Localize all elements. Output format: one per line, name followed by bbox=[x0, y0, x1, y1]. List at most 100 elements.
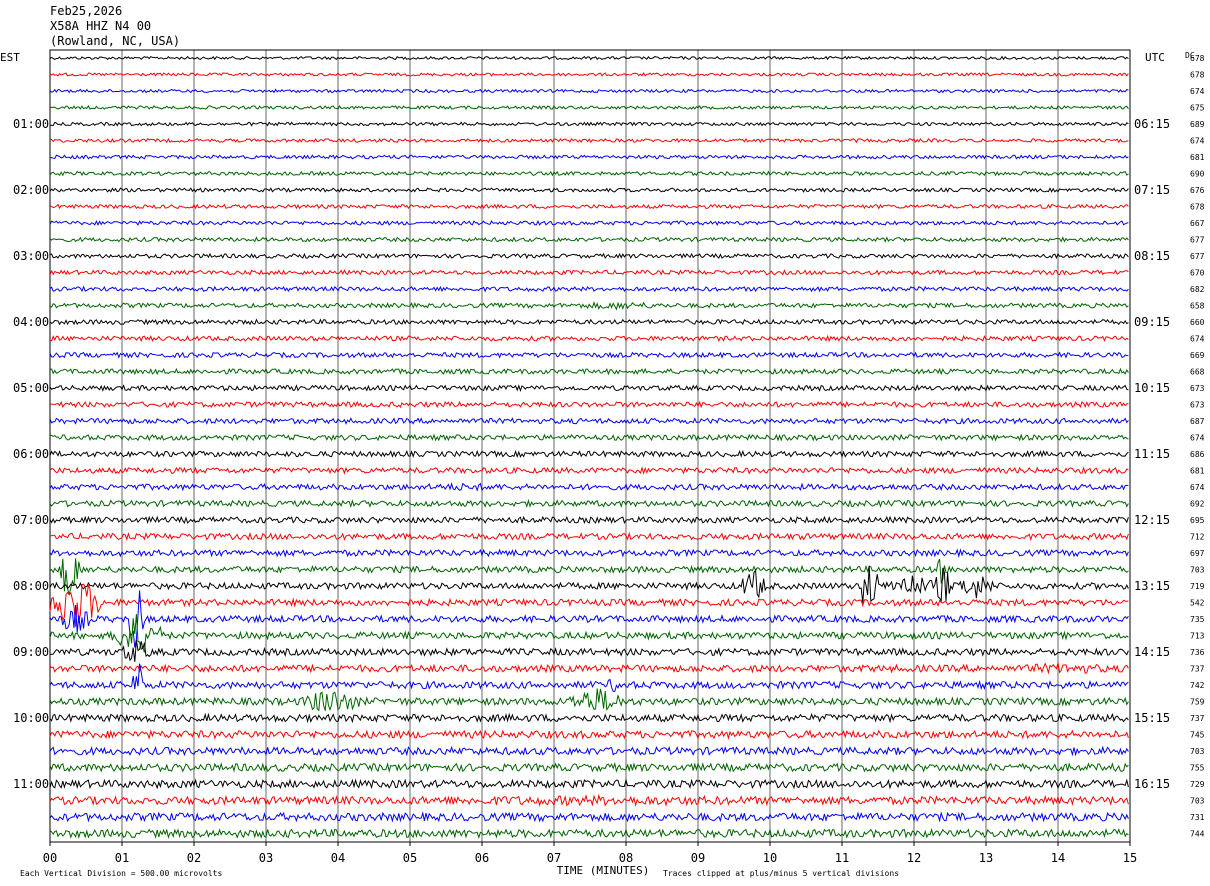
dc-offset-label: 667 bbox=[1190, 219, 1205, 228]
dc-offset-label: 677 bbox=[1190, 236, 1205, 245]
seismic-trace bbox=[49, 515, 1129, 525]
right-hour-label: 09:15 bbox=[1134, 315, 1170, 329]
dc-offset-label: 713 bbox=[1190, 632, 1205, 641]
seismic-trace bbox=[49, 72, 1129, 77]
right-hour-label: 14:15 bbox=[1134, 645, 1170, 659]
seismic-trace bbox=[49, 811, 1129, 823]
dc-offset-label: 687 bbox=[1190, 417, 1205, 426]
x-tick-label: 12 bbox=[907, 851, 921, 865]
seismic-trace bbox=[49, 269, 1129, 276]
dc-offset-label: 681 bbox=[1190, 153, 1205, 162]
left-hour-label: 06:00 bbox=[13, 447, 49, 461]
seismic-trace bbox=[49, 203, 1129, 210]
seismic-trace bbox=[49, 318, 1129, 326]
left-hour-label: 04:00 bbox=[13, 315, 49, 329]
dc-offset-label: 736 bbox=[1190, 648, 1205, 657]
seismic-trace bbox=[49, 583, 1129, 627]
dc-offset-label: 677 bbox=[1190, 252, 1205, 261]
seismic-trace bbox=[49, 433, 1129, 442]
seismic-trace bbox=[49, 565, 1129, 603]
seismic-trace bbox=[49, 614, 1129, 653]
seismic-trace bbox=[49, 662, 1129, 675]
right-hour-label: 07:15 bbox=[1134, 183, 1170, 197]
seismic-trace bbox=[49, 745, 1129, 757]
dc-offset-label: 703 bbox=[1190, 747, 1205, 756]
seismic-trace bbox=[49, 417, 1129, 425]
seismic-trace bbox=[49, 105, 1129, 111]
dc-offset-label: 737 bbox=[1190, 714, 1205, 723]
seismic-trace bbox=[49, 252, 1129, 260]
dc-offset-label: 690 bbox=[1190, 170, 1205, 179]
dc-offset-label: 759 bbox=[1190, 698, 1205, 707]
dc-offset-label: 712 bbox=[1190, 533, 1205, 542]
dc-column-label: DC bbox=[1185, 51, 1195, 60]
dc-offset-label: 719 bbox=[1190, 582, 1205, 591]
dc-offset-label: 697 bbox=[1190, 549, 1205, 558]
seismic-trace bbox=[49, 88, 1129, 94]
seismic-trace bbox=[49, 466, 1129, 475]
left-hour-label: 03:00 bbox=[13, 249, 49, 263]
dc-offset-label: 674 bbox=[1190, 434, 1205, 443]
dc-offset-label: 692 bbox=[1190, 500, 1205, 509]
x-tick-label: 06 bbox=[475, 851, 489, 865]
seismic-trace bbox=[49, 334, 1129, 343]
right-hour-label: 12:15 bbox=[1134, 513, 1170, 527]
right-hour-label: 11:15 bbox=[1134, 447, 1170, 461]
seismic-trace bbox=[49, 384, 1129, 393]
seismic-trace bbox=[49, 449, 1129, 459]
x-tick-label: 01 bbox=[115, 851, 129, 865]
seismic-trace bbox=[49, 154, 1129, 160]
seismic-trace bbox=[49, 236, 1129, 243]
plot-date: Feb25,2026 bbox=[50, 4, 123, 18]
dc-offset-label: 670 bbox=[1190, 269, 1205, 278]
seismic-trace bbox=[49, 640, 1129, 662]
clipping-note: Traces clipped at plus/minus 5 vertical … bbox=[663, 869, 899, 878]
seismic-trace bbox=[49, 688, 1129, 712]
x-tick-label: 05 bbox=[403, 851, 417, 865]
x-tick-label: 03 bbox=[259, 851, 273, 865]
dc-offset-label: 744 bbox=[1190, 830, 1205, 839]
seismic-trace bbox=[49, 351, 1129, 359]
right-hour-label: 10:15 bbox=[1134, 381, 1170, 395]
x-tick-label: 00 bbox=[43, 851, 57, 865]
seismic-trace bbox=[49, 285, 1129, 293]
plot-frame bbox=[49, 49, 1131, 843]
seismic-trace bbox=[49, 55, 1129, 61]
dc-offset-label: 542 bbox=[1190, 599, 1205, 608]
x-tick-label: 07 bbox=[547, 851, 561, 865]
seismic-trace bbox=[49, 121, 1129, 127]
dc-offset-label: 660 bbox=[1190, 318, 1205, 327]
x-axis-label: TIME (MINUTES) bbox=[557, 864, 650, 877]
dc-offset-label: 668 bbox=[1190, 368, 1205, 377]
dc-offset-label: 674 bbox=[1190, 335, 1205, 344]
dc-offset-label: 678 bbox=[1190, 71, 1205, 80]
seismic-trace bbox=[49, 498, 1129, 509]
seismic-trace bbox=[49, 590, 1129, 648]
seismic-trace bbox=[49, 548, 1129, 558]
dc-offset-label: 675 bbox=[1190, 104, 1205, 113]
x-tick-label: 09 bbox=[691, 851, 705, 865]
dc-offset-label: 658 bbox=[1190, 302, 1205, 311]
left-hour-label: 08:00 bbox=[13, 579, 49, 593]
seismic-trace bbox=[49, 712, 1129, 724]
dc-offset-label: 674 bbox=[1190, 483, 1205, 492]
right-hour-label: 06:15 bbox=[1134, 117, 1170, 131]
seismic-trace bbox=[49, 170, 1129, 177]
station-code: X58A HHZ N4 00 bbox=[50, 19, 152, 33]
dc-offset-label: 729 bbox=[1190, 780, 1205, 789]
dc-offset-label: 669 bbox=[1190, 351, 1205, 360]
dc-offset-label: 689 bbox=[1190, 120, 1205, 129]
seismic-trace bbox=[49, 400, 1129, 409]
x-tick-label: 02 bbox=[187, 851, 201, 865]
seismic-trace bbox=[49, 137, 1129, 144]
left-hour-label: 07:00 bbox=[13, 513, 49, 527]
left-hour-label: 05:00 bbox=[13, 381, 49, 395]
seismic-trace bbox=[49, 761, 1129, 773]
dc-offset-label: 745 bbox=[1190, 731, 1205, 740]
seismic-trace bbox=[49, 827, 1129, 840]
dc-offset-label: 755 bbox=[1190, 764, 1205, 773]
x-tick-label: 10 bbox=[763, 851, 777, 865]
seismic-trace bbox=[49, 367, 1129, 376]
dc-offset-label: 678 bbox=[1190, 54, 1205, 63]
